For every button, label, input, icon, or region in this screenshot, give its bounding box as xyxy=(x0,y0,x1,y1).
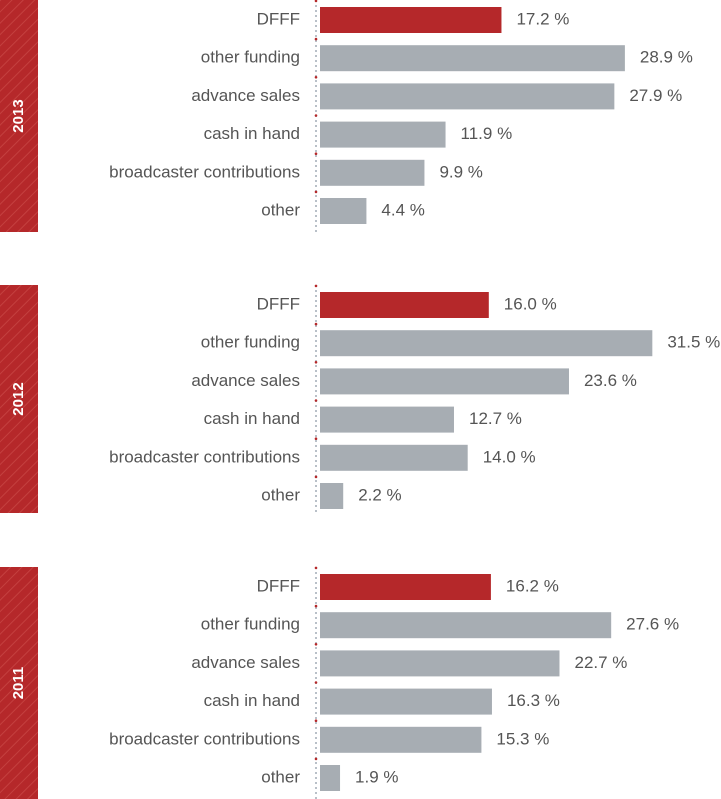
axis-dot xyxy=(314,114,318,117)
category-label: other funding xyxy=(201,615,300,634)
axis-dot xyxy=(314,37,318,41)
category-label: DFFF xyxy=(257,294,300,313)
bar xyxy=(320,726,482,753)
category-label: other funding xyxy=(201,48,300,67)
year-label: 2013 xyxy=(10,99,27,132)
value-label: 16.0 % xyxy=(504,294,557,313)
bar xyxy=(320,444,468,471)
axis-dot xyxy=(314,719,318,722)
bar xyxy=(320,198,367,224)
bar xyxy=(320,574,491,600)
bar xyxy=(320,330,653,357)
value-label: 31.5 % xyxy=(667,333,720,352)
category-label: other xyxy=(261,767,300,786)
axis-dot xyxy=(314,757,318,761)
value-label: 4.4 % xyxy=(381,200,424,219)
category-label: DFFF xyxy=(257,9,300,28)
bar xyxy=(320,159,425,186)
axis-dot xyxy=(314,76,318,79)
year-label: 2011 xyxy=(10,667,27,700)
axis-dot xyxy=(314,566,318,570)
category-label: advance sales xyxy=(191,86,300,105)
year-strip xyxy=(0,0,38,232)
category-label: broadcaster contributions xyxy=(109,447,300,466)
axis-dot xyxy=(314,0,318,3)
axis-dot xyxy=(314,322,318,326)
value-label: 1.9 % xyxy=(355,767,398,786)
axis-dot xyxy=(314,437,318,441)
bar xyxy=(320,650,560,677)
axis-dot xyxy=(314,643,318,646)
axis-dot xyxy=(314,152,318,155)
bar xyxy=(320,45,625,72)
bar xyxy=(320,121,446,148)
bar xyxy=(320,688,492,715)
category-label: cash in hand xyxy=(204,409,300,428)
axis-dot xyxy=(314,681,318,684)
category-label: other xyxy=(261,485,300,504)
bar xyxy=(320,765,341,791)
axis-dot xyxy=(314,361,318,364)
axis-dot xyxy=(314,399,318,402)
value-label: 9.9 % xyxy=(439,162,482,181)
value-label: 11.9 % xyxy=(461,124,513,143)
category-label: cash in hand xyxy=(204,124,300,143)
axis-dot xyxy=(314,604,318,608)
value-label: 23.6 % xyxy=(584,371,637,390)
category-label: cash in hand xyxy=(204,691,300,710)
bar xyxy=(320,368,569,395)
year-strip xyxy=(0,285,38,513)
category-label: advance sales xyxy=(191,371,300,390)
bar xyxy=(320,406,454,433)
bar xyxy=(320,83,615,110)
value-label: 27.9 % xyxy=(629,86,682,105)
value-label: 22.7 % xyxy=(574,653,627,672)
axis-dot xyxy=(314,284,318,288)
category-label: DFFF xyxy=(257,576,300,595)
year-strip xyxy=(0,567,38,799)
bar xyxy=(320,612,612,639)
axis-dot xyxy=(314,475,318,479)
bar xyxy=(320,7,502,33)
category-label: broadcaster contributions xyxy=(109,729,300,748)
value-label: 15.3 % xyxy=(496,729,549,748)
value-label: 16.2 % xyxy=(506,576,559,595)
bar xyxy=(320,483,344,509)
value-label: 2.2 % xyxy=(358,485,401,504)
value-label: 12.7 % xyxy=(469,409,522,428)
category-label: other xyxy=(261,200,300,219)
category-label: advance sales xyxy=(191,653,300,672)
bar xyxy=(320,292,489,318)
value-label: 14.0 % xyxy=(483,447,536,466)
value-label: 27.6 % xyxy=(626,615,679,634)
year-label: 2012 xyxy=(10,382,27,415)
value-label: 16.3 % xyxy=(507,691,560,710)
category-label: other funding xyxy=(201,333,300,352)
category-label: broadcaster contributions xyxy=(109,162,300,181)
axis-dot xyxy=(314,190,318,194)
value-label: 17.2 % xyxy=(516,9,569,28)
value-label: 28.9 % xyxy=(640,48,693,67)
